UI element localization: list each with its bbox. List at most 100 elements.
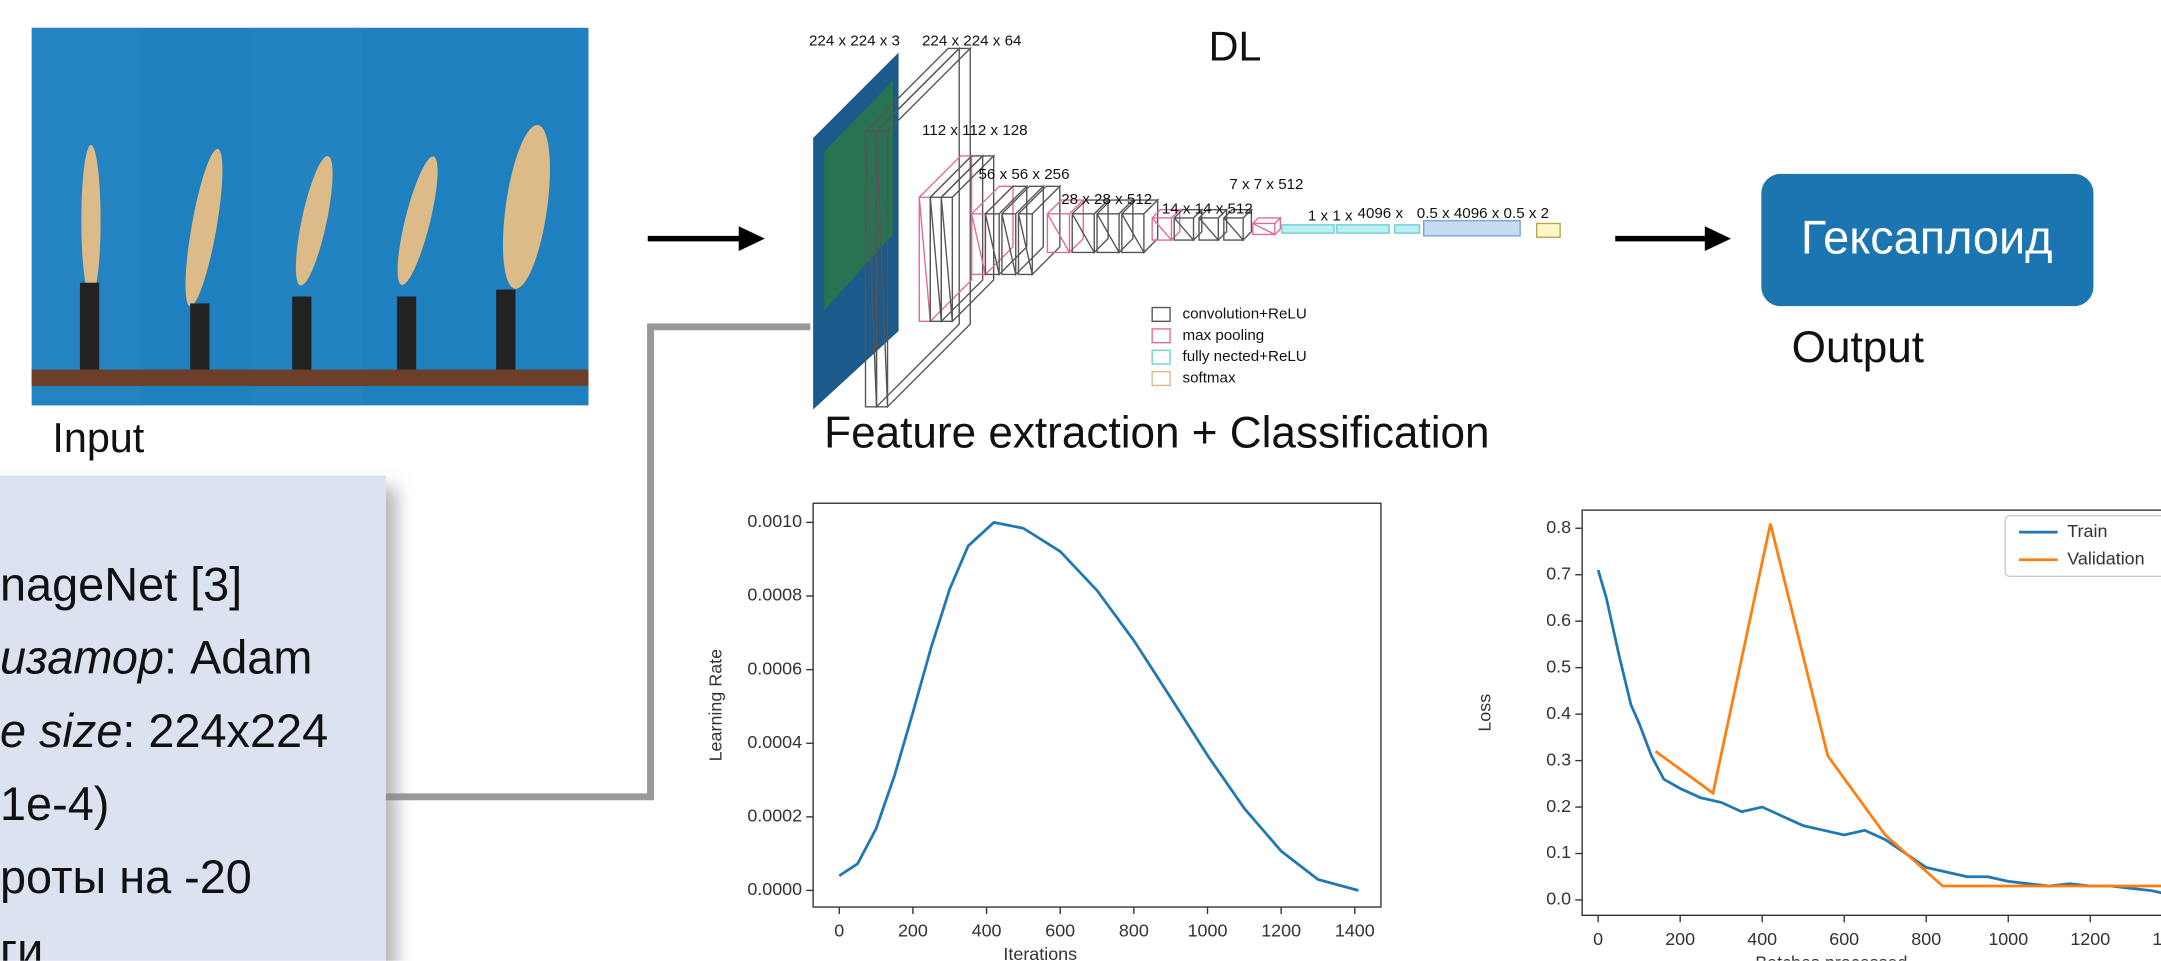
- x-tick-label: 0: [1593, 929, 1603, 949]
- x-tick-label: 400: [1747, 929, 1777, 949]
- text-normal: nageNet [3]: [0, 559, 242, 611]
- layer-label: 28 x 28 x 512: [1061, 191, 1152, 208]
- plot-frame: [812, 502, 1382, 908]
- architecture-diagram: convolution+ReLU max pooling fully nected+…: [813, 46, 1561, 410]
- x-tick-label: 0: [834, 921, 844, 941]
- y-tick-label: 0.0000: [747, 879, 802, 899]
- layer-box: [1120, 198, 1160, 255]
- layer-label: 224 x 224 x 3: [809, 33, 900, 50]
- x-tick-label: 1000: [1188, 921, 1228, 941]
- data-line: [1596, 569, 2161, 895]
- y-tick-label: 0.0004: [747, 732, 802, 752]
- layer-box: [1251, 216, 1283, 237]
- layer-box: [970, 184, 1015, 277]
- text-italic: изатор: [0, 632, 164, 684]
- legend-swatch: [1151, 349, 1171, 365]
- x-tick-label: 200: [898, 921, 928, 941]
- legend-label: convolution+ReLU: [1182, 305, 1306, 322]
- y-tick-label: 0.8: [1546, 517, 1571, 537]
- legend-label: fully nected+ReLU: [1182, 348, 1306, 365]
- x-tick-label: 400: [972, 921, 1002, 941]
- y-axis-label: Loss: [1474, 694, 1494, 732]
- layer-box: [1151, 208, 1182, 242]
- x-tick-label: 1000: [1988, 929, 2028, 949]
- layer-label: 56 x 56 x 256: [979, 166, 1070, 183]
- layer-label: 224 x 224 x 64: [922, 33, 1021, 50]
- legend-label: Train: [2067, 521, 2107, 541]
- text-normal: : 224x224: [122, 705, 328, 757]
- output-box: [1761, 173, 2094, 307]
- legend-label: max pooling: [1182, 327, 1264, 344]
- text-line: изатор: Adam: [0, 632, 312, 684]
- fc-layer: [1394, 224, 1421, 234]
- text-italic: e size: [0, 705, 122, 757]
- x-tick-label: 800: [1911, 929, 1941, 949]
- y-tick-label: 0.7: [1546, 563, 1571, 583]
- layer-box: [864, 46, 961, 409]
- layer-box: [1222, 208, 1254, 242]
- diagram-title: DL: [1209, 24, 1262, 70]
- layer-box: [940, 154, 996, 323]
- layer-label: 0.5 x 4096 x 0.5 x 2: [1417, 205, 1549, 222]
- y-axis-label: Learning Rate: [705, 649, 725, 762]
- fc-layer: [1422, 220, 1521, 237]
- diagram-caption: Feature extraction + Classification: [824, 408, 1489, 457]
- layer-box: [1071, 198, 1110, 255]
- layer-label: 14 x 14 x 512: [1162, 201, 1253, 218]
- legend-swatch: [1151, 306, 1171, 323]
- x-tick-label: 600: [1829, 929, 1859, 949]
- fc-layer: [1336, 224, 1390, 234]
- connector: [379, 323, 811, 801]
- y-tick-label: 0.0: [1546, 889, 1571, 909]
- output-result: Гексаплоид: [1801, 212, 2053, 264]
- input-photo: [31, 27, 589, 406]
- output-label: Output: [1792, 323, 1924, 372]
- data-line: [1654, 523, 2161, 888]
- legend-swatch: [1151, 370, 1171, 387]
- y-tick-label: 0.6: [1546, 610, 1571, 630]
- legend-swatch: [1151, 328, 1171, 344]
- arrow: [1615, 226, 1732, 252]
- content: Input Гексаплоид Output convolution+ReLU…: [0, 24, 2161, 961]
- text-normal: : Adam: [164, 632, 312, 684]
- x-tick-label: 200: [1665, 929, 1695, 949]
- layer-box: [1046, 198, 1085, 255]
- x-tick-label: 1400: [2152, 929, 2161, 949]
- layer-label: 7 x 7 x 512: [1229, 176, 1303, 193]
- text-normal: 1e-4): [0, 778, 109, 830]
- y-tick-label: 0.0002: [747, 806, 802, 826]
- fc-layer: [1281, 224, 1335, 234]
- y-tick-label: 0.1: [1546, 842, 1571, 862]
- layer-box: [1017, 184, 1062, 277]
- y-tick-label: 0.0010: [747, 511, 802, 531]
- text-normal: роты на -20: [0, 851, 252, 903]
- layer-box: [984, 184, 1029, 277]
- arrow: [647, 226, 765, 252]
- text-normal: ги: [0, 924, 43, 961]
- y-tick-label: 0.0008: [747, 585, 802, 605]
- legend-label: softmax: [1182, 370, 1235, 387]
- x-axis-label: Iterations: [1003, 944, 1077, 961]
- layer-label: 1 x 1 x: [1308, 208, 1353, 225]
- x-tick-label: 1200: [1261, 921, 1301, 941]
- text-line: e size: 224x224: [0, 705, 328, 757]
- y-tick-label: 0.2: [1546, 796, 1571, 816]
- y-tick-label: 0.4: [1546, 703, 1571, 723]
- data-line: [838, 520, 1359, 892]
- layer-label: 4096 x: [1358, 205, 1404, 222]
- x-tick-label: 1200: [2070, 929, 2110, 949]
- text-line: nageNet [3]: [0, 559, 242, 611]
- layer-box: [1001, 184, 1045, 277]
- text-box: [0, 475, 386, 961]
- layer-box: [875, 46, 972, 409]
- x-tick-label: 800: [1119, 921, 1149, 941]
- softmax-layer: [1535, 222, 1561, 238]
- layer-box: [1096, 198, 1135, 255]
- y-tick-label: 0.0006: [747, 658, 802, 678]
- plot-frame: [1581, 509, 2161, 917]
- y-tick-label: 0.5: [1546, 656, 1571, 676]
- x-tick-label: 1400: [1335, 921, 1375, 941]
- layer-label: 112 x 112 x 128: [922, 122, 1028, 139]
